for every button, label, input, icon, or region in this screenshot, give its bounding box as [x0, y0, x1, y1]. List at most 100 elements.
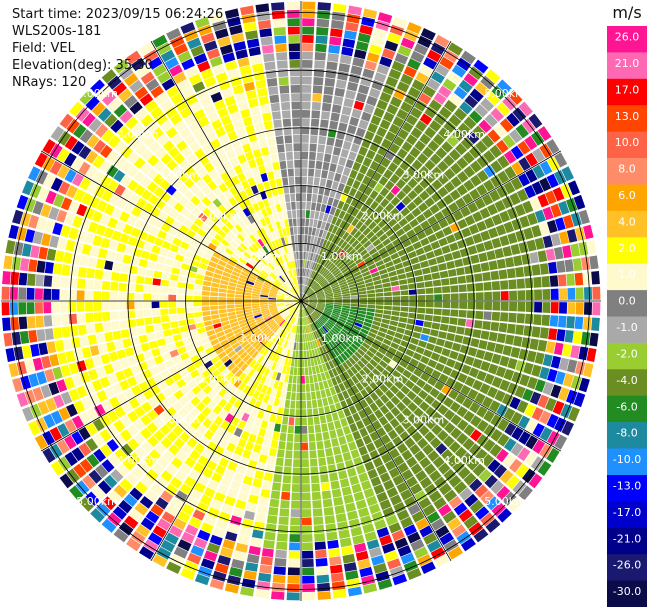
- gate-cell: [353, 271, 362, 277]
- gate-cell: [531, 326, 541, 338]
- gate-cell: [364, 186, 373, 196]
- gate-cell: [325, 292, 333, 296]
- gate-cell: [291, 269, 295, 278]
- gate-cell: [188, 469, 201, 481]
- gate-cell: [101, 129, 115, 143]
- gate-cell: [276, 60, 288, 69]
- gate-cell: [141, 189, 153, 201]
- gate-cell: [392, 337, 402, 345]
- gate-cell: [340, 241, 348, 249]
- gate-cell: [190, 407, 201, 418]
- gate-cell: [234, 445, 244, 456]
- gate-cell: [462, 193, 474, 205]
- gate-cell: [308, 304, 316, 309]
- gate-cell: [209, 296, 218, 301]
- gate-cell: [176, 140, 188, 152]
- gate-cell: [114, 406, 126, 418]
- gate-cell: [207, 479, 219, 491]
- gate-cell: [176, 288, 185, 295]
- gate-cell: [327, 539, 339, 549]
- gate-cell: [169, 525, 183, 538]
- gate-cell: [366, 231, 375, 240]
- gate-cell: [328, 252, 335, 261]
- gate-cell: [292, 316, 296, 325]
- gate-cell: [480, 97, 495, 112]
- gate-cell: [452, 381, 464, 392]
- gate-cell: [270, 439, 279, 449]
- gate-cell: [413, 224, 423, 234]
- gate-cell: [134, 86, 149, 100]
- gate-cell: [190, 545, 205, 557]
- gate-cell: [491, 353, 502, 365]
- gate-cell: [303, 308, 306, 317]
- gate-cell: [77, 313, 86, 324]
- gate-cell: [303, 342, 306, 351]
- gate-cell: [79, 411, 92, 425]
- gate-cell: [293, 442, 301, 451]
- gate-cell: [293, 342, 297, 351]
- gate-cell: [279, 308, 287, 314]
- range-ring-label: 5.00km: [76, 87, 118, 100]
- gate-cell: [412, 263, 421, 271]
- gate-cell: [314, 310, 321, 317]
- gate-cell: [312, 253, 317, 262]
- gate-cell: [179, 224, 189, 234]
- gate-cell: [305, 251, 309, 260]
- gate-cell: [346, 319, 355, 325]
- gate-cell: [425, 406, 437, 418]
- gate-cell: [200, 68, 214, 80]
- gate-cell: [389, 143, 400, 154]
- gate-cell: [217, 194, 228, 204]
- gate-cell: [385, 150, 396, 161]
- gate-cell: [278, 77, 289, 86]
- gate-cell: [324, 323, 332, 330]
- gate-cell: [351, 327, 360, 334]
- gate-cell: [234, 369, 243, 378]
- gate-cell: [283, 322, 289, 330]
- gate-cell: [453, 107, 468, 121]
- gate-cell: [429, 470, 442, 482]
- gate-cell: [499, 379, 511, 392]
- gate-cell: [282, 211, 288, 220]
- gate-cell: [206, 131, 218, 142]
- gate-cell: [507, 358, 518, 370]
- gate-cell: [483, 439, 496, 452]
- gate-cell: [193, 462, 205, 474]
- gate-cell: [137, 326, 146, 335]
- gate-cell: [524, 135, 538, 151]
- gate-cell: [351, 385, 360, 395]
- colorbar-swatch: [607, 52, 647, 80]
- gate-cell: [232, 507, 244, 518]
- gate-cell: [357, 558, 371, 570]
- gate-cell: [60, 225, 71, 238]
- gate-cell: [418, 165, 430, 177]
- gate-cell: [497, 433, 510, 447]
- gate-cell: [301, 84, 312, 93]
- gate-cell: [237, 316, 246, 322]
- gate-cell: [87, 334, 97, 345]
- gate-cell: [247, 224, 256, 234]
- gate-cell: [125, 116, 139, 130]
- gate-cell: [75, 107, 90, 122]
- gate-cell: [309, 244, 313, 252]
- gate-cell: [268, 332, 275, 340]
- gate-cell: [271, 10, 285, 20]
- gate-cell: [334, 258, 342, 266]
- gate-cell: [286, 304, 294, 309]
- gate-cell: [150, 503, 164, 517]
- gate-cell: [343, 269, 351, 276]
- gate-cell: [302, 550, 314, 559]
- gate-cell: [427, 376, 438, 387]
- gate-cell: [284, 322, 290, 331]
- gate-cell: [180, 241, 190, 250]
- gate-cell: [92, 170, 105, 184]
- gate-cell: [313, 262, 318, 271]
- gate-cell: [574, 316, 584, 330]
- gate-cell: [318, 381, 325, 390]
- gate-cell: [394, 53, 409, 65]
- gate-cell: [245, 314, 254, 319]
- gate-cell: [343, 98, 354, 108]
- gate-cell: [282, 382, 288, 391]
- gate-cell: [35, 274, 44, 287]
- gate-cell: [30, 245, 40, 259]
